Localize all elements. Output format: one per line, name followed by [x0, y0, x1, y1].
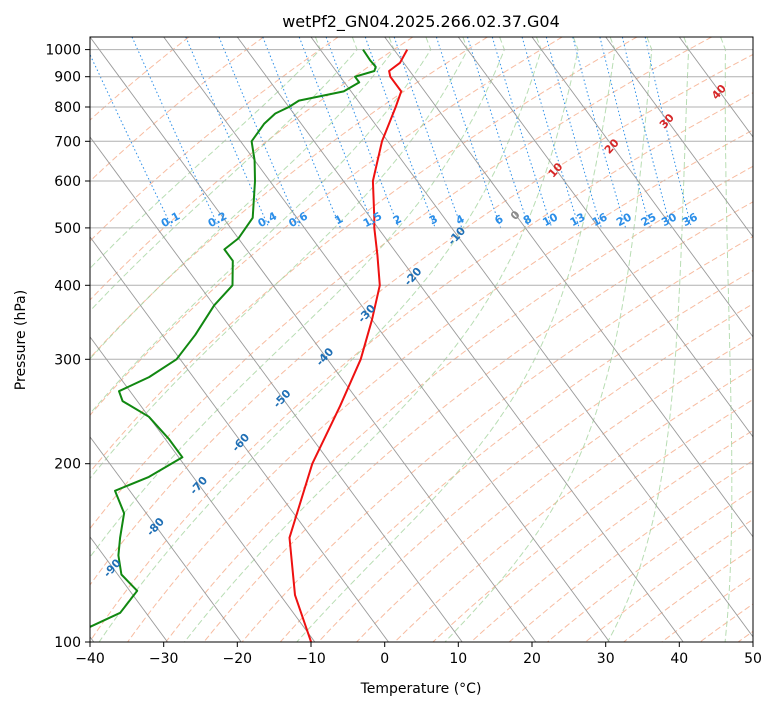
- y-tick-label: 500: [54, 221, 81, 237]
- mixing-ratio-line: [621, 37, 672, 229]
- mixing-ratio-label: 25: [639, 210, 659, 229]
- dry-adiabat-line: [90, 37, 563, 416]
- mixing-ratio-label: 30: [659, 210, 679, 229]
- dry-adiabat-line: [90, 37, 488, 359]
- x-tick-label: −40: [75, 651, 105, 667]
- plot-area: 0.10.20.40.611.52346810131620253036-100-…: [90, 37, 753, 642]
- x-tick-label: 20: [523, 651, 541, 667]
- y-tick-label: 1000: [45, 43, 81, 59]
- x-tick-label: 30: [597, 651, 615, 667]
- pressure-gridlines: [90, 49, 753, 642]
- dry-adiabat-line: [90, 37, 190, 121]
- isotherm-line: [90, 536, 168, 642]
- plot-frame: [89, 36, 754, 643]
- y-tick-label: 400: [54, 278, 81, 294]
- mixing-ratio-line: [218, 37, 301, 229]
- moist-adiabat-line: [90, 37, 505, 558]
- x-axis-title: Temperature (°C): [360, 681, 482, 697]
- x-tick-label: −30: [149, 651, 179, 667]
- chart-title: wetPf2_GN04.2025.266.02.37.G04: [282, 12, 560, 32]
- isotherm-line: [531, 37, 753, 338]
- isotherms: [90, 37, 753, 642]
- mixing-ratio-line: [521, 37, 580, 229]
- dry-adiabat-line: [165, 165, 753, 642]
- isotherm-line: [605, 37, 753, 238]
- mixing-ratio-label: 16: [590, 210, 610, 229]
- mixing-ratio-line: [364, 37, 436, 229]
- mixing-ratio-line: [467, 37, 530, 229]
- y-tick-label: 300: [54, 352, 81, 368]
- dry-adiabat-line: [356, 335, 753, 642]
- x-tick-label: −20: [223, 651, 253, 667]
- moist-adiabat-line: [607, 37, 690, 642]
- y-tick-label: 200: [54, 457, 81, 473]
- moist-adiabat-line: [444, 37, 653, 642]
- x-axis-ticks: −40 −30 −20 −10 0 10 20 30 40 50: [75, 642, 762, 667]
- dry-adiabat-line: [279, 269, 753, 642]
- moist-adiabat-line: [90, 37, 395, 360]
- mixing-ratio-label: 10: [540, 210, 560, 229]
- temperature-profile-line: [288, 49, 409, 642]
- dry-adiabat-line: [90, 37, 638, 473]
- moist-adiabat-line: [720, 37, 733, 642]
- mixing-ratio-label: 36: [680, 210, 700, 229]
- isotherm-line: [90, 236, 389, 642]
- mixing-ratio-line: [298, 37, 375, 229]
- y-tick-label: 800: [54, 100, 81, 116]
- y-tick-label: 100: [54, 635, 81, 651]
- dry-adiabat-line: [90, 37, 712, 530]
- dewpoint-profile-line: [90, 49, 377, 628]
- y-axis-title: Pressure (hPa): [13, 290, 29, 390]
- dry-adiabat-line: [90, 37, 414, 301]
- isotherm-line: [90, 136, 463, 642]
- y-tick-label: 600: [54, 174, 81, 190]
- y-tick-label: 700: [54, 134, 81, 150]
- isotherm-line: [384, 37, 753, 538]
- mixing-ratio-label: 20: [614, 210, 634, 229]
- dry-adiabats: [90, 37, 753, 642]
- isotherm-line: [236, 37, 684, 642]
- x-tick-label: 0: [380, 651, 389, 667]
- mixing-ratio-line: [599, 37, 651, 229]
- x-tick-label: 50: [744, 651, 762, 667]
- mixing-ratio-line: [545, 37, 602, 229]
- x-tick-label: 40: [670, 651, 688, 667]
- x-tick-label: 10: [449, 651, 467, 667]
- moist-adiabats: [90, 37, 733, 642]
- dry-adiabat-line: [90, 53, 753, 586]
- mixing-ratio-line: [185, 37, 270, 229]
- isotherm-line: [90, 336, 316, 642]
- y-axis-ticks: 1000 900 800 700 600 500 400 300 200 100: [45, 43, 90, 651]
- isotherm-line: [90, 37, 537, 642]
- mixing-ratio-line: [435, 37, 502, 229]
- isotherm-line: [310, 37, 753, 638]
- moist-adiabat-line: [98, 37, 542, 642]
- isotherm-line: [163, 37, 610, 642]
- profile-series: [90, 49, 409, 642]
- dry-adiabat-line: [318, 303, 753, 642]
- mixing-ratio-line: [262, 37, 341, 229]
- dry-adiabat-line: [241, 235, 753, 642]
- y-tick-label: 900: [54, 70, 81, 86]
- mixing-ratio-label: 13: [568, 210, 588, 229]
- mixing-ratio-line: [325, 37, 400, 229]
- isotherm-line: [90, 436, 242, 642]
- mixing-ratio-line: [572, 37, 627, 229]
- moist-adiabat-line: [184, 37, 579, 642]
- mixing-ratio-line: [491, 37, 553, 229]
- isotherm-line: [457, 37, 753, 438]
- x-tick-label: −10: [296, 651, 326, 667]
- dry-adiabat-line: [90, 92, 753, 642]
- moist-adiabat-line: [90, 37, 321, 270]
